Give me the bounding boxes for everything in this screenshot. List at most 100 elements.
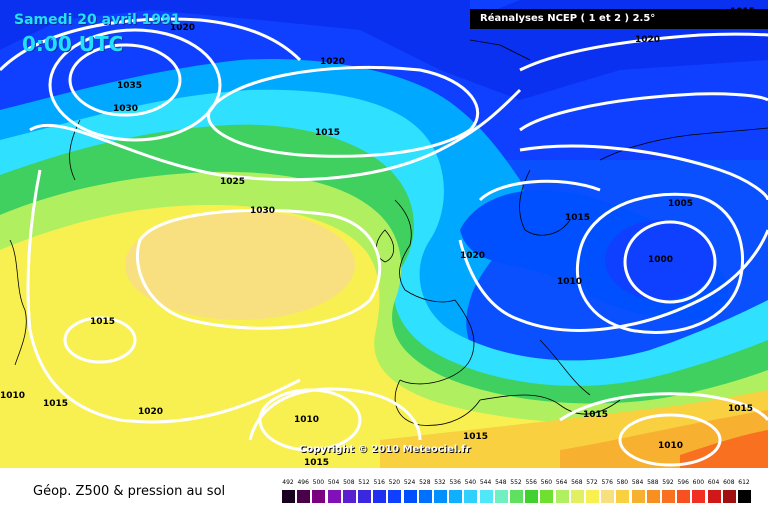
colorbar-label: 564 (555, 479, 568, 486)
isobar-label: 1000 (648, 255, 673, 265)
isobar-label: 1015 (463, 432, 488, 442)
isobar-label: 1015 (565, 213, 590, 223)
isobar-label: 1015 (304, 458, 329, 468)
colorbar-swatch (434, 490, 447, 503)
colorbar-swatch (677, 490, 691, 503)
colorbar-swatch (342, 490, 356, 503)
colorbar-swatch (570, 490, 584, 503)
colorbar-swatch (449, 490, 463, 503)
isobar-1000 (623, 220, 717, 304)
isobars (0, 17, 768, 467)
isobar-label: 1010 (557, 277, 582, 287)
colorbar-swatch (662, 490, 675, 503)
coastlines (9, 39, 768, 426)
colorbar-label: 608 (723, 479, 735, 486)
isobar-label: 1005 (668, 199, 693, 209)
isobar-label: 1030 (113, 104, 138, 114)
isobar-1010-southeast (618, 413, 722, 467)
isobar-1030-high (135, 208, 382, 330)
isobar-label: 1010 (294, 415, 319, 425)
weather-map: 1020 1035 1030 1020 1015 1025 1030 1020 … (0, 0, 768, 468)
colorbar-label: 596 (677, 479, 689, 486)
colorbar-label: 560 (540, 479, 553, 486)
colorbar-label: 516 (373, 479, 385, 486)
colorbar-swatch (494, 490, 508, 503)
colorbar-label: 524 (403, 479, 416, 486)
isobar-label: 1020 (460, 251, 485, 261)
colorbar-label: 576 (601, 479, 613, 486)
isobar-label: 1015 (728, 404, 753, 414)
colorbar-label: 500 (312, 479, 325, 486)
coast-france (399, 299, 475, 385)
coast-italy (539, 339, 591, 396)
colorbar-swatch (722, 490, 736, 503)
colorbar-swatch (373, 490, 387, 503)
coast-north (599, 127, 768, 161)
isobar-1020-west (26, 169, 301, 424)
isobar-1020-east (519, 144, 768, 201)
colorbar-swatch (479, 490, 493, 503)
colorbar-swatch (297, 490, 311, 503)
colorbar-swatch (555, 490, 569, 503)
isobar-1020-top (519, 32, 768, 72)
colorbar-label: 536 (449, 479, 461, 486)
colorbar-label: 612 (738, 479, 750, 486)
colorbar-label: 492 (282, 479, 294, 486)
legend-title: Géop. Z500 & pression au sol (33, 484, 226, 499)
isobar-label: 1010 (658, 441, 683, 451)
isobar-label: 1015 (583, 410, 608, 420)
isobar-1035 (68, 43, 182, 117)
isobar-1015-north (207, 65, 480, 158)
isobar-label: 1020 (320, 57, 345, 67)
colorbar-label: 588 (647, 479, 659, 486)
data-source-label: Réanalyses NCEP ( 1 et 2 ) 2.5° (470, 9, 768, 29)
coast-ireland (375, 229, 395, 263)
colorbar-swatch (418, 490, 432, 503)
isobar-1025 (29, 88, 522, 182)
coast-britain (394, 199, 456, 303)
colorbar-swatch (707, 490, 721, 503)
isobar-label: 1035 (117, 81, 142, 91)
colorbar-label: 540 (464, 479, 477, 486)
colorbar-label: 512 (358, 479, 370, 486)
colorbar-swatch (692, 490, 706, 503)
colorbar-swatch (525, 490, 539, 503)
colorbar-swatch (616, 490, 630, 503)
colorbar-swatch (388, 490, 402, 503)
colorbar-label: 532 (434, 479, 446, 486)
coast-mediterranean (479, 394, 621, 415)
isobar-label: 1020 (138, 407, 163, 417)
isobar-1005 (575, 192, 745, 335)
isobar-label: 1015 (90, 317, 115, 327)
colorbar-label: 600 (692, 479, 705, 486)
colorbar-label: 580 (616, 479, 629, 486)
isobar-1020-north (0, 17, 302, 72)
colorbar-swatch (540, 490, 554, 503)
colorbar-label: 496 (297, 479, 309, 486)
isobar-1010 (478, 179, 601, 202)
isobar-1030-north (48, 28, 222, 142)
colorbar-swatch (631, 490, 645, 503)
colorbar-label: 520 (388, 479, 401, 486)
colorbar-swatch (312, 490, 326, 503)
colorbar-label: 548 (495, 479, 507, 486)
colorbar-swatch (327, 490, 341, 503)
coast-america (9, 239, 27, 366)
copyright-notice: Copyright © 2010 Meteociel.fr (299, 444, 471, 455)
colorbar-label: 604 (707, 479, 720, 486)
colorbar-swatch (282, 490, 295, 503)
coast-svalbard (469, 39, 531, 61)
colorbar-swatch (601, 490, 615, 503)
isobar-1015-southeast (559, 392, 768, 422)
colorbar-label: 572 (586, 479, 598, 486)
colorbar-label: 544 (479, 479, 492, 486)
colorbar-label: 508 (343, 479, 355, 486)
isobar-1015-west (63, 316, 137, 364)
colorbar-label: 568 (571, 479, 583, 486)
colorbar-swatch (403, 490, 417, 503)
colorbar-swatch (358, 490, 371, 503)
colorbar-label: 552 (510, 479, 522, 486)
colorbar-label: 592 (662, 479, 674, 486)
map-time: 0:00 UTC (22, 32, 124, 56)
isobar-label: 1030 (250, 206, 275, 216)
